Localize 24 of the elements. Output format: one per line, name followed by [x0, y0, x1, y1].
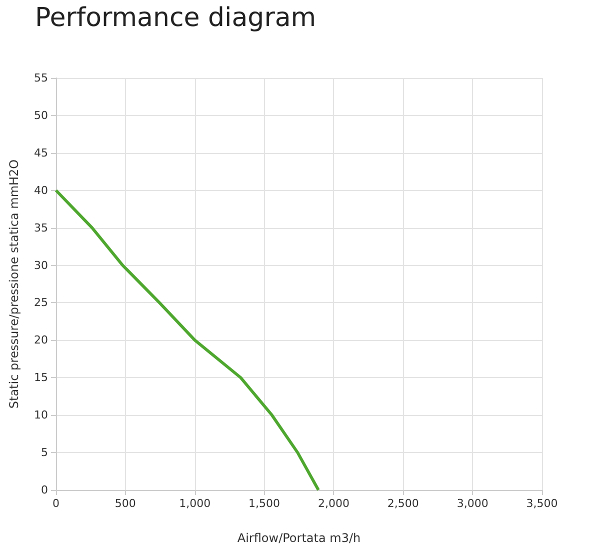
- y-tick-label: 40: [34, 184, 48, 197]
- x-tick-label: 500: [114, 497, 136, 510]
- y-tick-label: 5: [41, 446, 48, 460]
- x-tick-label: 3,000: [456, 497, 488, 510]
- x-tick-label: 1,500: [248, 497, 280, 510]
- x-tick-label: 0: [52, 497, 60, 510]
- y-tick-label: 10: [34, 408, 48, 422]
- x-tick-label: 1,000: [179, 497, 211, 510]
- line-series: [54, 188, 320, 492]
- x-tick-label: 2,500: [387, 497, 419, 510]
- y-tick-label: 55: [34, 72, 48, 84]
- x-tick-label: 3,500: [526, 497, 558, 510]
- y-tick-label: 30: [34, 258, 48, 272]
- y-tick-label: 20: [34, 334, 48, 347]
- x-tick-label: 2,000: [318, 497, 350, 510]
- y-tick-label: 35: [34, 221, 48, 234]
- y-tick-label: 15: [34, 371, 48, 384]
- y-tick-label: 25: [34, 296, 48, 310]
- y-tick-label: 0: [41, 484, 48, 496]
- y-tick-label: 50: [34, 108, 48, 122]
- x-axis-title: Airflow/Portata m3/h: [237, 531, 361, 545]
- y-tick-label: 45: [34, 146, 48, 160]
- chart-title: Performance diagram: [35, 3, 316, 33]
- y-axis-title: Static pressure/pressione statica mmH2O: [7, 159, 21, 409]
